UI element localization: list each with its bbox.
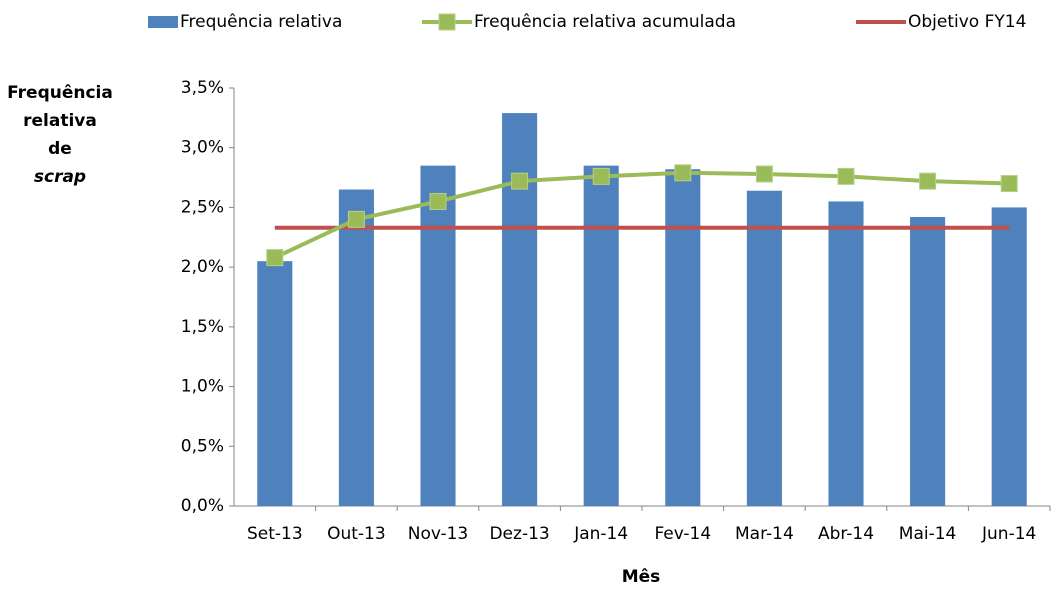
y-tick-label: 0,5% [181,436,224,456]
x-axis-title: Mês [622,567,661,587]
bar [665,169,701,506]
y-axis-title: de [48,139,72,159]
legend-swatch [148,16,178,28]
x-tick-label: Dez-13 [489,524,549,544]
marker [919,172,937,190]
line [273,170,1010,260]
x-tick-label: Mai-14 [899,524,957,544]
marker [755,165,773,183]
bar [583,165,619,506]
bar [828,201,864,506]
marker [429,192,447,210]
marker [674,164,692,182]
x-tick-label: Nov-13 [408,524,469,544]
x-tick-label: Out-13 [327,524,386,544]
bar [991,207,1027,506]
y-axis-title: scrap [34,167,86,187]
bar [910,216,946,507]
bar [502,113,538,506]
y-tick-label: 1,0% [181,377,224,397]
x-tick-label: Jan-14 [573,524,628,544]
bar [746,190,782,507]
marker [347,210,365,228]
x-tick-label: Fev-14 [654,524,711,544]
legend-label: Frequência relativa [180,12,342,32]
legend-marker [438,13,456,31]
bar [420,165,456,506]
bar [338,189,374,506]
legend-label: Objetivo FY14 [908,12,1026,32]
marker [592,167,610,185]
x-tick-label: Set-13 [247,524,303,544]
legend-label: Frequência relativa acumulada [474,12,736,32]
x-tick-label: Jun-14 [981,524,1036,544]
marker [1000,175,1018,193]
y-tick-label: 2,5% [181,197,224,217]
y-tick-label: 3,5% [181,78,224,98]
marker [837,167,855,185]
y-tick-label: 2,0% [181,257,224,277]
y-axis-title: relativa [23,111,97,131]
y-tick-label: 1,5% [181,317,224,337]
marker [511,172,529,190]
x-tick-label: Mar-14 [735,524,794,544]
y-axis-title: Frequência [7,83,113,103]
y-tick-label: 3,0% [181,138,224,158]
bar [257,261,293,506]
marker [266,249,284,267]
x-tick-label: Abr-14 [818,524,874,544]
y-tick-label: 0,0% [181,496,224,516]
